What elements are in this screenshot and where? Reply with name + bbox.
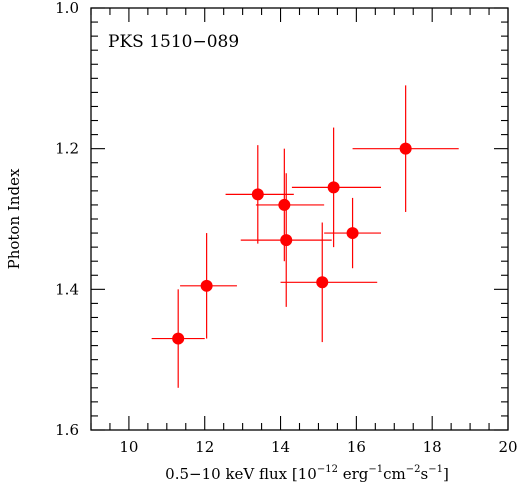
data-point [225,145,294,244]
x-axis-label: 0.5−10 keV flux [10−12 erg−1cm−2s−1] [165,464,449,483]
x-tick-label: 12 [195,438,214,456]
x-tick-label: 20 [498,438,517,456]
point-marker [316,276,329,289]
axis-ticks [90,7,509,431]
axis-tick-labels: 10 12 14 16 18 20 1.0 1.2 1.4 1.6 [55,0,517,456]
point-marker [172,332,185,345]
data-points [151,85,459,388]
x-tick-label: 18 [423,438,442,456]
y-tick-label: 1.4 [55,280,79,298]
point-marker [251,188,264,201]
point-marker [200,279,213,292]
data-point [240,173,332,307]
point-marker [280,234,293,247]
y-tick-label: 1.2 [55,140,79,158]
y-tick-label: 1.6 [55,421,79,439]
data-point [352,85,459,212]
point-marker [327,181,340,194]
y-tick-label: 1.0 [55,0,79,17]
x-tick-label: 14 [271,438,290,456]
source-annotation: PKS 1510−089 [108,32,239,52]
point-marker [278,198,291,211]
point-marker [346,227,359,240]
data-point [291,127,382,248]
data-point [180,233,237,339]
y-axis-label: Photon Index [5,168,23,269]
point-marker [399,142,412,155]
plot-frame [90,7,509,431]
x-tick-label: 16 [347,438,366,456]
data-point [151,289,205,388]
x-tick-label: 10 [119,438,138,456]
data-point [324,197,382,269]
data-point [280,222,378,343]
